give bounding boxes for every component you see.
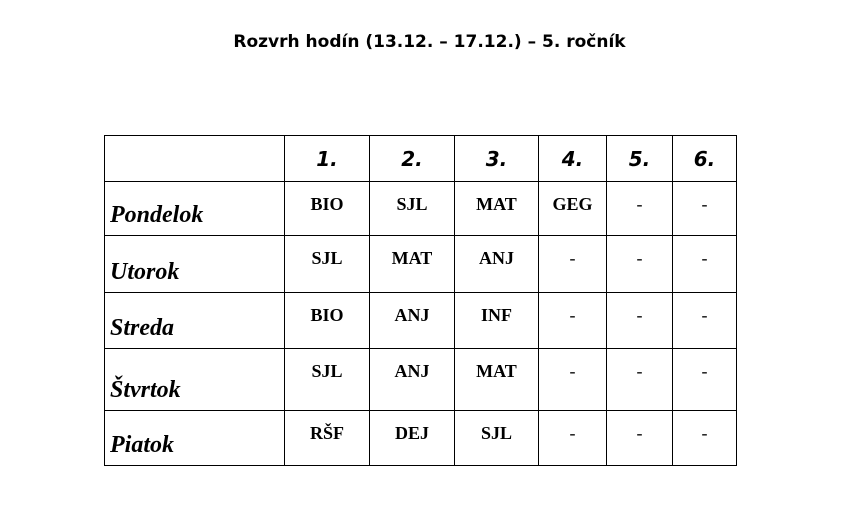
- lesson-cell: BIO: [284, 181, 370, 236]
- lesson-cell: RŠF: [284, 410, 370, 466]
- lesson-cell: -: [672, 292, 737, 349]
- lesson-cell: -: [606, 235, 673, 293]
- lesson-cell: MAT: [454, 181, 539, 236]
- lesson-cell: -: [606, 348, 673, 411]
- lesson-cell: -: [606, 292, 673, 349]
- table-row: Pondelok BIO SJL MAT GEG - -: [104, 181, 737, 236]
- header-row: 1. 2. 3. 4. 5. 6.: [104, 135, 737, 182]
- day-label: Pondelok: [104, 181, 285, 236]
- day-label: Štvrtok: [104, 348, 285, 411]
- period-header: 6.: [672, 135, 737, 182]
- day-label: Piatok: [104, 410, 285, 466]
- lesson-cell: -: [538, 235, 607, 293]
- schedule-table: 1. 2. 3. 4. 5. 6. Pondelok BIO SJL MAT GEG - -…: [104, 135, 737, 466]
- day-label: Streda: [104, 292, 285, 349]
- period-header: 3.: [454, 135, 539, 182]
- page-title: Rozvrh hodín (13.12. – 17.12.) – 5. ročn…: [233, 32, 626, 52]
- lesson-cell: SJL: [454, 410, 539, 466]
- lesson-cell: -: [538, 348, 607, 411]
- lesson-cell: ANJ: [369, 348, 455, 411]
- table-row: Utorok SJL MAT ANJ - - -: [104, 235, 737, 293]
- lesson-cell: MAT: [369, 235, 455, 293]
- table-row: Streda BIO ANJ INF - - -: [104, 292, 737, 349]
- period-header: 5.: [606, 135, 673, 182]
- table-row: Piatok RŠF DEJ SJL - - -: [104, 410, 737, 466]
- lesson-cell: -: [672, 235, 737, 293]
- lesson-cell: -: [672, 181, 737, 236]
- lesson-cell: MAT: [454, 348, 539, 411]
- day-label: Utorok: [104, 235, 285, 293]
- lesson-cell: SJL: [284, 235, 370, 293]
- lesson-cell: -: [538, 410, 607, 466]
- lesson-cell: INF: [454, 292, 539, 349]
- lesson-cell: GEG: [538, 181, 607, 236]
- period-header: 2.: [369, 135, 455, 182]
- lesson-cell: ANJ: [454, 235, 539, 293]
- lesson-cell: ANJ: [369, 292, 455, 349]
- corner-cell: [104, 135, 285, 182]
- lesson-cell: SJL: [284, 348, 370, 411]
- lesson-cell: -: [672, 410, 737, 466]
- period-header: 4.: [538, 135, 607, 182]
- table-row: Štvrtok SJL ANJ MAT - - -: [104, 348, 737, 411]
- lesson-cell: -: [606, 181, 673, 236]
- lesson-cell: -: [606, 410, 673, 466]
- period-header: 1.: [284, 135, 370, 182]
- lesson-cell: DEJ: [369, 410, 455, 466]
- lesson-cell: -: [538, 292, 607, 349]
- lesson-cell: BIO: [284, 292, 370, 349]
- lesson-cell: -: [672, 348, 737, 411]
- lesson-cell: SJL: [369, 181, 455, 236]
